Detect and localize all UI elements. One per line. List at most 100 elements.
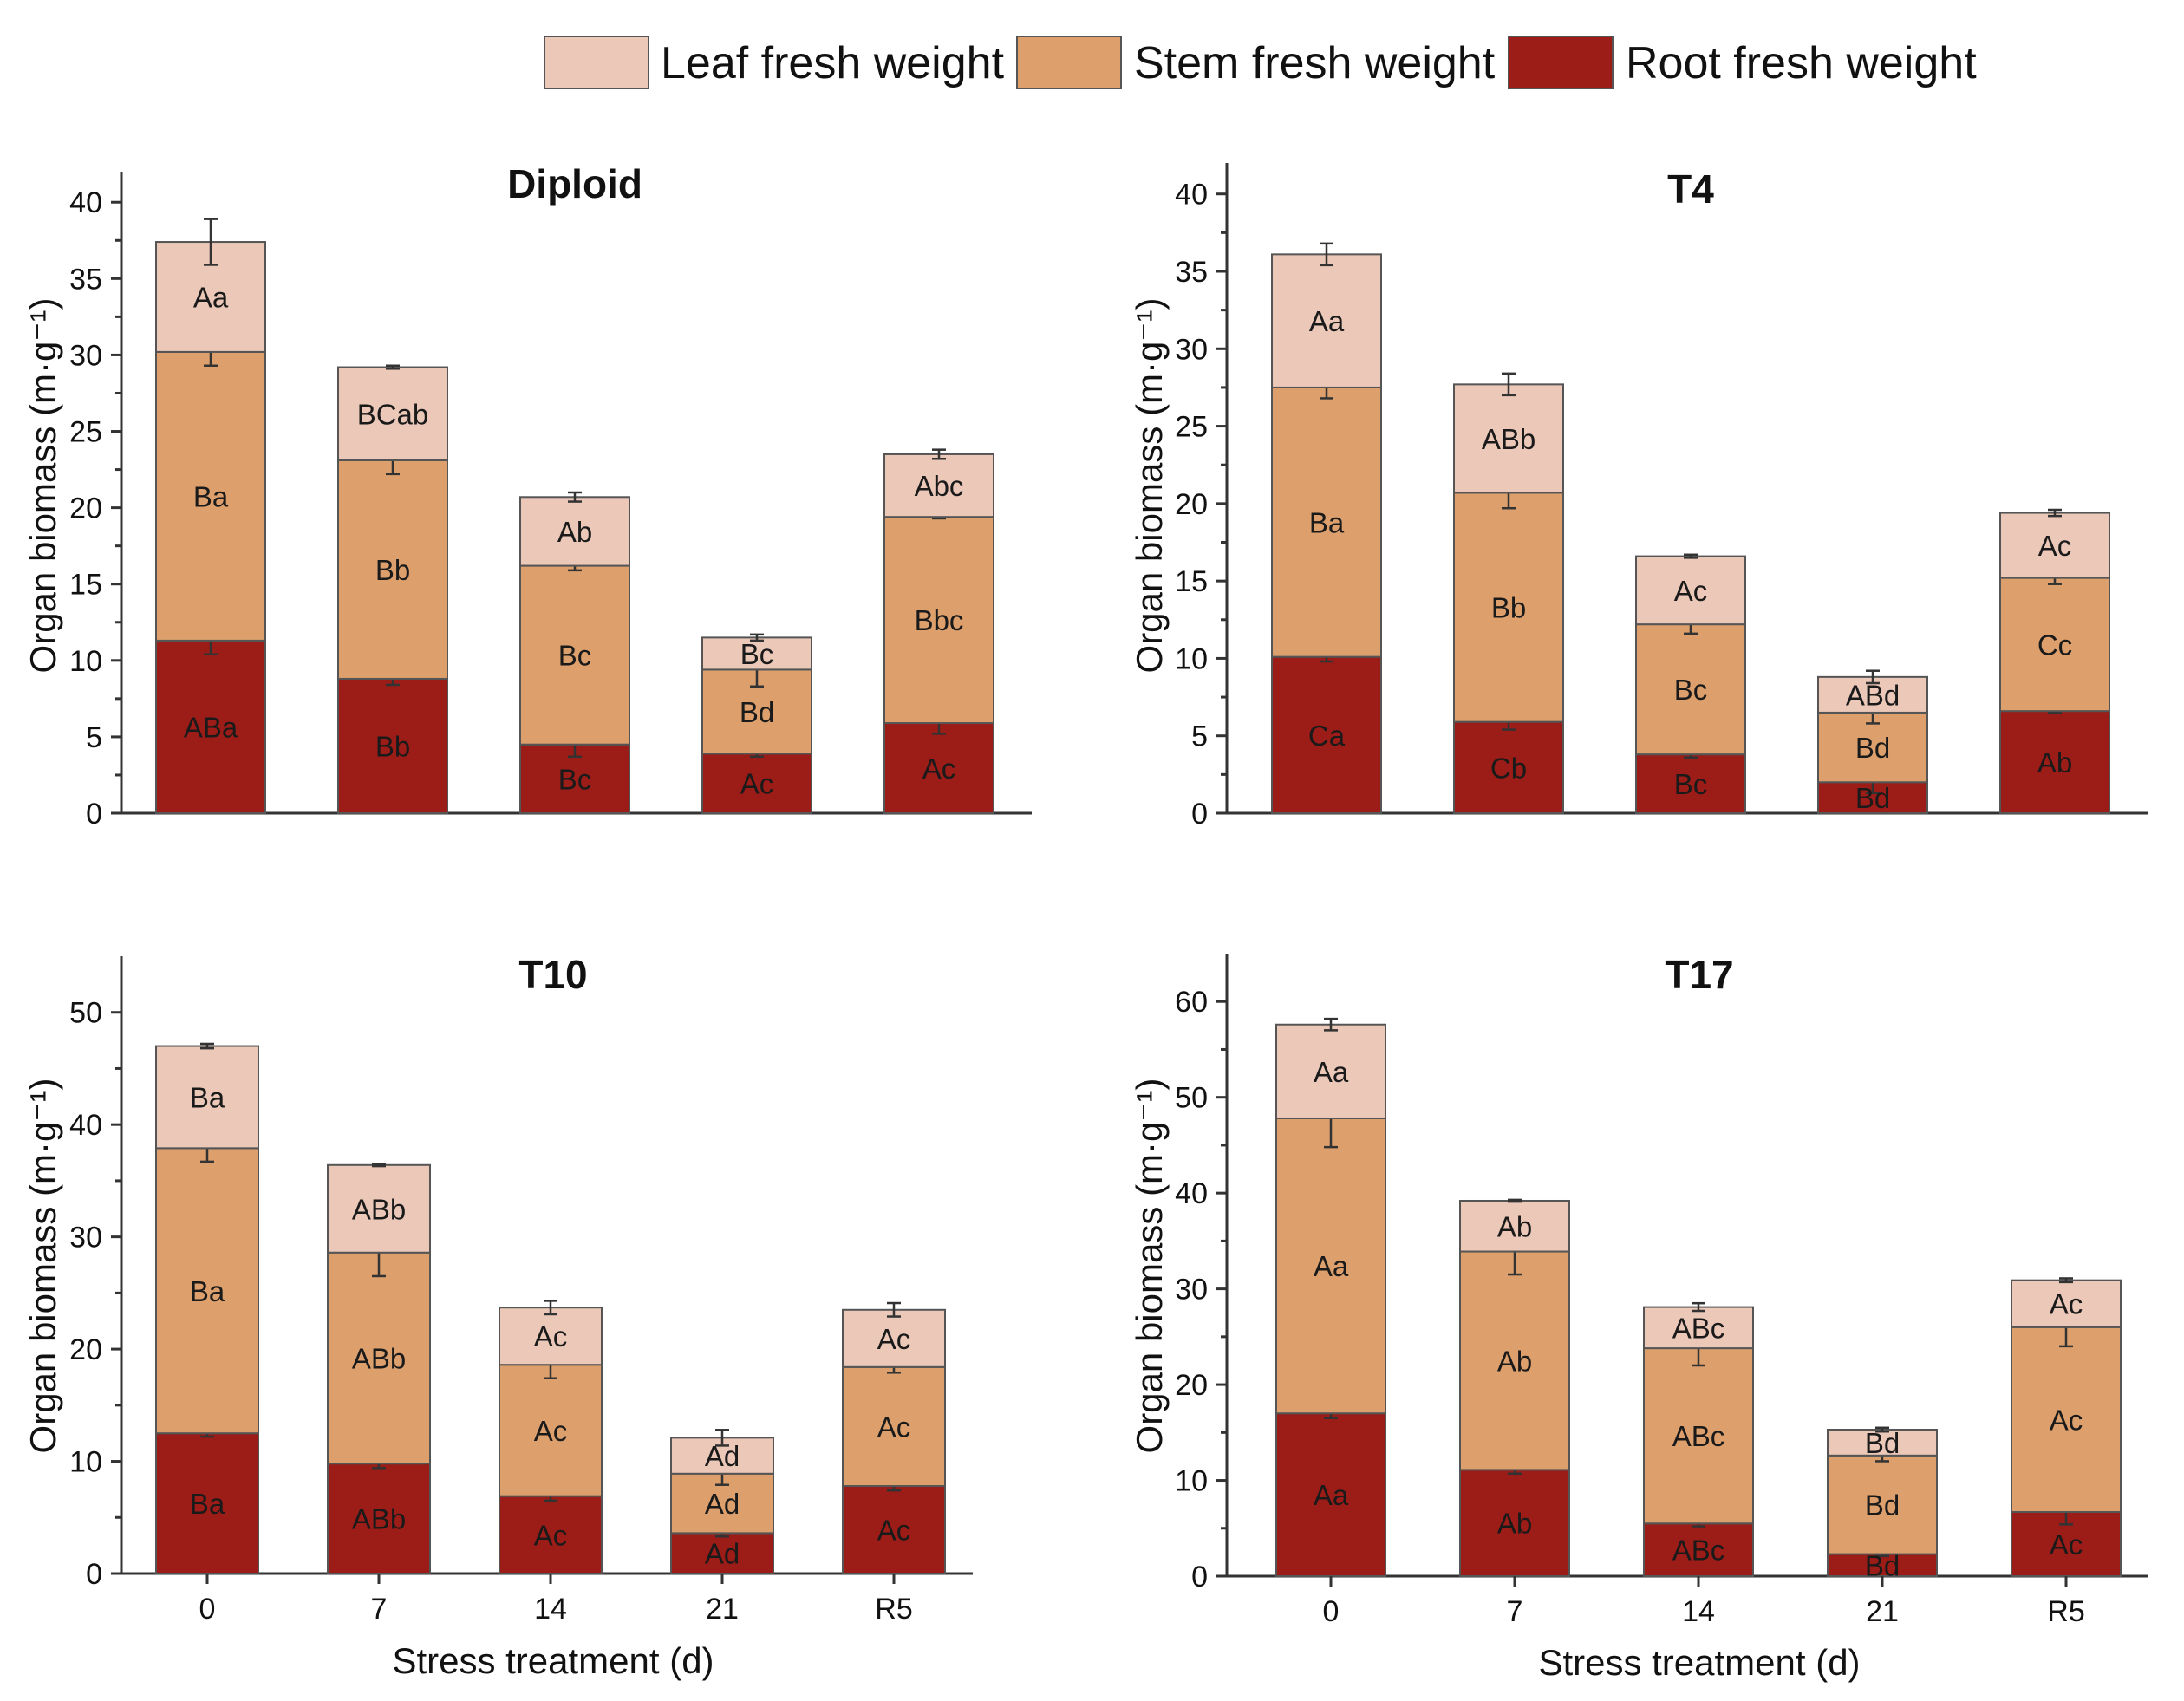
bar-leaf-21 [1827, 1428, 1938, 1457]
bar-stem-14 [499, 1364, 603, 1497]
legend: Leaf fresh weight Stem fresh weight Root f… [544, 36, 1977, 89]
letter-leaf-14: Ac [1674, 575, 1708, 607]
bar-leaf-R5 [1999, 512, 2110, 579]
bar-root-7 [327, 1463, 431, 1574]
y-tick-label: 30 [1175, 1274, 1208, 1307]
x-tick-label: 7 [1507, 1595, 1523, 1628]
x-tick-label: 14 [534, 1593, 567, 1626]
bar-leaf-7 [327, 1163, 431, 1254]
bar-stack-R5: Ac Ac Ac [2011, 1277, 2122, 1577]
bar-stack-14: Bc Bc Ac [1635, 553, 1746, 815]
bar-root-0 [155, 1432, 259, 1574]
letter-stem-21: Bd [740, 696, 774, 728]
y-tick-label: 30 [1175, 333, 1208, 366]
bar-root-21 [670, 1532, 774, 1574]
letter-leaf-21: ABd [1846, 679, 1900, 711]
bar-leaf-R5 [2011, 1279, 2122, 1328]
bar-leaf-14 [519, 496, 630, 567]
letter-stem-R5: Ac [2050, 1404, 2083, 1436]
letter-root-7: ABb [352, 1503, 406, 1535]
bar-root-0 [1271, 655, 1382, 815]
letter-root-0: Aa [1314, 1479, 1349, 1511]
letter-root-7: Bb [375, 730, 410, 762]
letter-stem-7: ABb [352, 1342, 406, 1374]
chart-panel-t17: 0 10 20 30 40 50 60 T17 Organ biomass (m·g⁻¹) Str… [1129, 952, 2148, 1683]
letter-root-R5: Ab [2037, 746, 2072, 779]
y-tick-label: 50 [69, 997, 102, 1030]
letter-root-14: Bc [1674, 768, 1708, 800]
letter-root-7: Cb [1490, 752, 1527, 784]
letter-stem-0: Ba [193, 480, 229, 512]
bar-stack-0: Aa Aa Aa [1275, 1017, 1386, 1577]
x-axis-title: Stress treatment (d) [392, 1640, 714, 1681]
letter-leaf-R5: Ac [2038, 530, 2072, 562]
y-tick-label: 25 [1175, 411, 1208, 444]
letter-stem-14: ABc [1672, 1420, 1725, 1452]
y-tick-label: 35 [69, 263, 102, 296]
bar-stack-7: ABb ABb ABb [327, 1163, 431, 1574]
bar-stem-R5 [883, 516, 994, 725]
y-tick-label: 15 [69, 569, 102, 602]
x-tick-label: R5 [2047, 1595, 2084, 1628]
bar-leaf-7 [337, 366, 448, 461]
y-tick-label: 30 [69, 339, 102, 372]
letter-stem-R5: Ac [877, 1411, 911, 1443]
bar-leaf-21 [701, 636, 812, 671]
bar-stack-14: Ac Ac Ac [499, 1300, 603, 1575]
bar-root-7 [1459, 1469, 1570, 1577]
bar-root-R5 [1999, 710, 2110, 815]
bar-stem-7 [337, 459, 448, 680]
bar-stack-R5: Ac Ac Ac [842, 1301, 946, 1575]
y-tick-label: 0 [86, 798, 102, 831]
legend-swatch-stem [1016, 36, 1122, 89]
letter-root-0: Ca [1308, 720, 1346, 752]
letter-root-0: Ba [190, 1488, 225, 1520]
bar-stem-R5 [842, 1365, 946, 1488]
legend-label-leaf: Leaf fresh weight [661, 38, 1005, 88]
letter-stem-21: Bd [1855, 732, 1890, 764]
y-tick-label: 20 [69, 492, 102, 525]
bar-stack-R5: Ac Bbc Abc [883, 448, 994, 814]
y-tick-label: 5 [86, 721, 102, 754]
y-tick-label: 0 [1191, 1561, 1208, 1593]
chart-panel-diploid: 0 5 10 15 20 25 30 35 40 Diploid Organ biomass (m·… [23, 161, 1032, 831]
y-axis-title: Organ biomass (m·g⁻¹) [23, 1079, 63, 1454]
y-tick-label: 20 [1175, 1369, 1208, 1402]
bar-stack-7: Cb Bb ABb [1453, 372, 1564, 815]
letter-stem-14: Bc [1674, 674, 1708, 706]
letter-root-21: Ad [705, 1538, 740, 1570]
letter-root-7: Ab [1497, 1508, 1532, 1540]
x-tick-label: R5 [875, 1593, 912, 1626]
letter-stem-0: Aa [1314, 1250, 1349, 1282]
y-axis-title: Organ biomass (m·g⁻¹) [1129, 298, 1170, 674]
legend-label-stem: Stem fresh weight [1134, 38, 1496, 88]
bar-leaf-0 [1271, 253, 1382, 388]
chart-panel-t4: 0 5 10 15 20 25 30 35 40 T4 Organ biomass (m·g⁻¹) C… [1129, 163, 2148, 831]
panel-title: Diploid [507, 161, 642, 206]
bar-stack-14: ABc ABc ABc [1643, 1301, 1754, 1577]
bar-stack-21: Bd Bd ABd [1817, 669, 1928, 814]
letter-leaf-14: Ab [557, 516, 592, 548]
bar-leaf-14 [1643, 1306, 1754, 1350]
letter-leaf-R5: Abc [915, 470, 964, 502]
letter-leaf-7: ABb [352, 1193, 406, 1225]
bar-root-7 [1453, 720, 1564, 815]
bar-leaf-0 [155, 1045, 259, 1150]
bar-stack-0: Ca Ba Aa [1271, 242, 1382, 815]
bar-stack-R5: Ab Cc Ac [1999, 508, 2110, 815]
letter-leaf-14: ABc [1672, 1312, 1725, 1344]
bar-stem-14 [1643, 1347, 1754, 1525]
letter-leaf-0: Aa [1309, 305, 1345, 337]
letter-root-14: Ac [534, 1519, 568, 1551]
letter-stem-21: Ad [705, 1488, 740, 1520]
bar-stack-0: ABa Ba Aa [155, 218, 266, 815]
letter-leaf-14: Ac [534, 1320, 568, 1352]
panel-title: T17 [1665, 952, 1733, 997]
letter-root-21: Bd [1855, 782, 1890, 814]
y-axis-title: Organ biomass (m·g⁻¹) [23, 298, 63, 674]
letter-root-0: ABa [184, 711, 238, 743]
bar-stack-0: Ba Ba Ba [155, 1042, 259, 1574]
y-tick-label: 50 [1175, 1082, 1208, 1115]
y-tick-label: 5 [1191, 720, 1208, 753]
